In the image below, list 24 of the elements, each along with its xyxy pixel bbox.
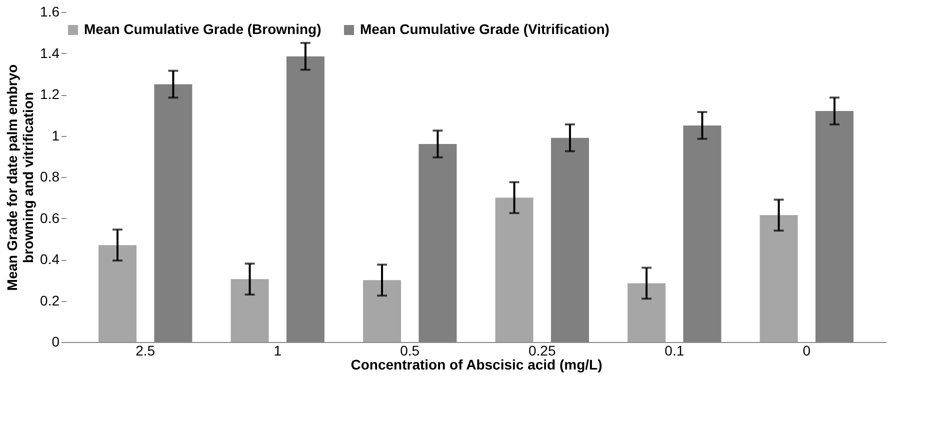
y-tick-label: 0.8 bbox=[40, 168, 60, 184]
y-tick-label: 1.4 bbox=[40, 44, 60, 61]
y-tick-label: 1.6 bbox=[40, 4, 60, 20]
y-tick-label: 0.2 bbox=[40, 292, 60, 308]
bar bbox=[98, 245, 137, 342]
x-tick-label: 1 bbox=[274, 342, 282, 358]
y-axis-title: Mean Grade for date palm embryo browning and vitrification bbox=[4, 64, 36, 291]
x-axis-title: Concentration of Abscisic acid (mg/L) bbox=[350, 356, 602, 372]
bar bbox=[495, 198, 534, 342]
y-tick-label: 1 bbox=[52, 127, 60, 144]
legend-label: Mean Cumulative Grade (Browning) bbox=[84, 21, 322, 37]
y-tick-label: 1.2 bbox=[40, 86, 60, 102]
bar bbox=[230, 279, 269, 342]
y-tick-label: 0.6 bbox=[40, 210, 60, 226]
x-tick-label: 0.1 bbox=[664, 342, 684, 358]
legend-label: Mean Cumulative Grade (Vitrification) bbox=[360, 21, 610, 37]
bar bbox=[363, 280, 402, 342]
x-tick-label: 2.5 bbox=[136, 342, 156, 358]
bar bbox=[760, 215, 798, 342]
bar bbox=[628, 283, 666, 342]
x-tick-label: 0 bbox=[802, 342, 811, 358]
y-tick-label: 0.4 bbox=[40, 251, 60, 267]
x-tick-label: 0.25 bbox=[528, 342, 556, 358]
x-tick-label: 0.5 bbox=[400, 342, 420, 358]
